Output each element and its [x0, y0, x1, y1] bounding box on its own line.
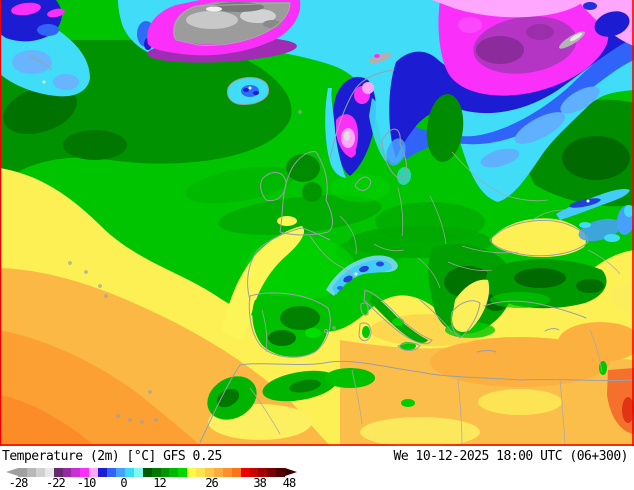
colorbar-cells — [18, 468, 286, 477]
colorbar-tick: 12 — [153, 476, 166, 490]
colorbar-cell — [62, 468, 72, 477]
colorbar-cell — [98, 468, 108, 477]
colorbar-cell — [71, 468, 81, 477]
colorbar-tick: 0 — [120, 476, 127, 490]
colorbar-cell — [35, 468, 45, 477]
colorbar-cell — [107, 468, 116, 477]
colorbar-cell — [89, 468, 99, 477]
colorbar-cell — [169, 468, 179, 477]
temperature-map — [0, 0, 634, 446]
colorbar-cell — [267, 468, 277, 477]
colorbar-cell — [231, 468, 241, 477]
colorbar-cell — [133, 468, 143, 477]
colorbar-cell — [142, 468, 152, 477]
south-land-green — [207, 218, 634, 420]
colorbar-cell — [249, 468, 259, 477]
colorbar-cell — [44, 468, 54, 477]
legend-title: Temperature (2m) [°C] GFS 0.25 — [2, 449, 222, 464]
colorbar-cell — [196, 468, 206, 477]
legend-timestamp: We 10-12-2025 18:00 UTC (06+300) — [393, 449, 629, 464]
colorbar-cell — [80, 468, 90, 477]
colorbar-tick: -28 — [8, 476, 29, 490]
colorbar-cell — [115, 468, 125, 477]
temperature-map-svg — [0, 0, 634, 446]
colorbar-cell — [151, 468, 161, 477]
coastlines — [68, 69, 634, 446]
colorbar-cell — [18, 468, 27, 477]
colorbar-tick: -10 — [76, 476, 97, 490]
colorbar-tick: -22 — [46, 476, 66, 490]
colorbar-cell — [205, 468, 214, 477]
colorbar-tick: 48 — [282, 476, 296, 490]
colorbar-left-arrow — [6, 468, 18, 476]
colorbar-cell — [124, 468, 134, 477]
legend-text-row: Temperature (2m) [°C] GFS 0.25 We 10-12-… — [0, 446, 634, 464]
country-borders — [249, 151, 621, 446]
colorbar-cell — [213, 468, 223, 477]
colorbar-cell — [276, 468, 286, 477]
colorbar — [6, 468, 297, 477]
colorbar-cell — [187, 468, 197, 477]
colorbar-ticks: -28 -22 -10 0 12 26 38 48 — [9, 476, 297, 490]
map-frame — [0, 0, 634, 446]
colorbar-cell — [178, 468, 188, 477]
cold-north — [0, 0, 634, 202]
colorbar-cell — [222, 468, 232, 477]
colorbar-cell — [258, 468, 268, 477]
colorbar-tick: 26 — [205, 476, 218, 490]
legend-strip: Temperature (2m) [°C] GFS 0.25 We 10-12-… — [0, 446, 634, 490]
colorbar-cell — [53, 468, 63, 477]
colorbar-right-arrow — [285, 468, 297, 476]
cold-mountains — [326, 188, 634, 296]
colorbar-tick: 38 — [253, 476, 266, 490]
colorbar-cell — [26, 468, 36, 477]
colorbar-cell — [160, 468, 170, 477]
colorbar-cell — [240, 468, 250, 477]
